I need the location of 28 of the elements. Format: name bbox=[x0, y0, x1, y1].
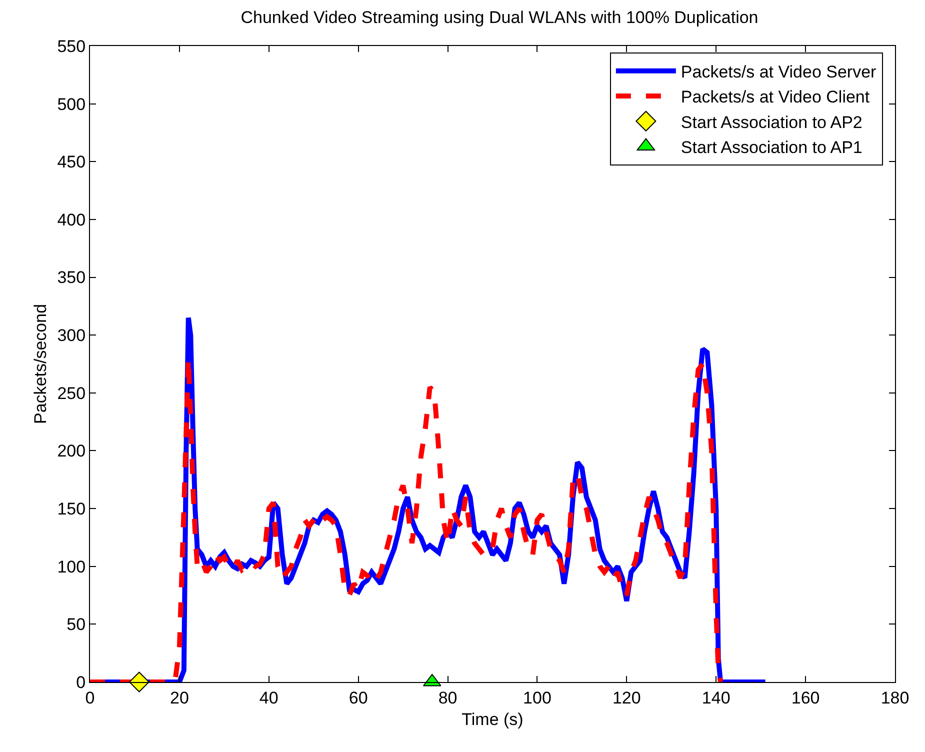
y-tick-label: 150 bbox=[57, 500, 86, 518]
y-tick-label: 300 bbox=[57, 326, 86, 346]
y-axis-title: Packets/second bbox=[30, 304, 50, 424]
y-tick-label: 500 bbox=[57, 94, 86, 114]
legend-label: Start Association to AP1 bbox=[680, 138, 862, 157]
x-tick-label: 20 bbox=[170, 688, 189, 708]
x-tick-label: 60 bbox=[348, 688, 368, 708]
y-tick-label: 200 bbox=[57, 442, 86, 461]
y-tick-label: 50 bbox=[66, 615, 86, 634]
chart-title: Chunked Video Streaming using Dual WLANs with 100% Duplication bbox=[240, 8, 758, 28]
x-tick-label: 180 bbox=[880, 688, 910, 708]
x-tick-label: 40 bbox=[259, 688, 278, 708]
y-tick-label: 250 bbox=[57, 384, 86, 403]
y-tick-label: 100 bbox=[57, 557, 86, 576]
legend-label: Packets/s at Video Client bbox=[680, 88, 870, 107]
x-tick-label: 80 bbox=[438, 688, 458, 708]
legend-label: Start Association to AP2 bbox=[680, 112, 862, 132]
x-tick-label: 160 bbox=[791, 688, 820, 708]
legend-label: Packets/s at Video Server bbox=[680, 62, 877, 82]
y-tick-label: 400 bbox=[57, 210, 86, 230]
x-tick-label: 120 bbox=[612, 688, 641, 708]
x-tick-label: 100 bbox=[523, 688, 552, 708]
y-tick-label: 350 bbox=[57, 268, 86, 288]
x-tick-label: 140 bbox=[702, 688, 730, 708]
y-tick-label: 450 bbox=[57, 152, 86, 172]
y-tick-label: 0 bbox=[76, 672, 86, 692]
x-axis-title: Time (s) bbox=[462, 710, 524, 729]
y-tick-label: 550 bbox=[57, 36, 86, 56]
